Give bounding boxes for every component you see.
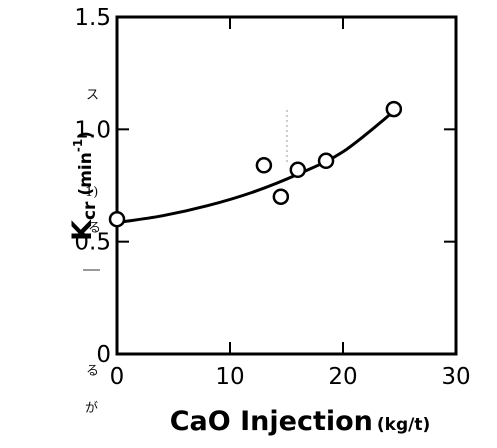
y-tick-labels: 0 0.5 1.0 1.5 — [74, 5, 111, 368]
data-point — [272, 188, 290, 205]
x-axis-label-units: (kg/t) — [377, 415, 430, 435]
y-tick-label: 1.5 — [74, 5, 111, 31]
y-axis-label-exponent: -1 — [71, 139, 85, 152]
fit-curve — [116, 110, 395, 225]
svg-text:Kcr(min-1): Kcr (min-1) — [67, 131, 100, 241]
x-tick-labels: 0 10 20 30 — [110, 364, 471, 390]
x-tick-label: 30 — [441, 364, 470, 390]
y-axis-label-subscript: cr — [80, 201, 100, 220]
margin-fragment: ス — [86, 88, 99, 103]
y-ticks — [117, 16, 456, 355]
y-axis-label-symbol: K — [67, 219, 98, 241]
y-tick-label: 1.0 — [74, 117, 111, 143]
x-tick-label: 10 — [215, 364, 244, 390]
y-axis-label-close: ) — [76, 131, 96, 139]
x-ticks — [116, 17, 457, 354]
x-axis-label: CaO Injection (kg/t) — [170, 406, 431, 437]
x-axis-label-text: CaO Injection — [170, 406, 373, 437]
data-point — [289, 161, 307, 179]
y-tick-label: 0.5 — [74, 230, 111, 256]
margin-fragment: る — [88, 221, 101, 236]
y-axis-label-units: (min — [76, 152, 96, 195]
data-points — [108, 100, 403, 228]
x-tick-label: 20 — [328, 364, 357, 390]
data-point — [255, 157, 273, 174]
y-axis-label: Kcr (min-1) — [67, 131, 100, 241]
margin-fragment: る — [86, 364, 99, 379]
margin-fragment: が — [85, 401, 98, 416]
data-point — [108, 210, 126, 228]
margin-fragment: 1) — [85, 185, 98, 200]
x-tick-label: 0 — [110, 364, 125, 390]
plot-frame — [115, 15, 458, 356]
data-point — [385, 100, 403, 118]
y-tick-label: 0 — [96, 342, 111, 368]
data-point — [317, 152, 335, 170]
